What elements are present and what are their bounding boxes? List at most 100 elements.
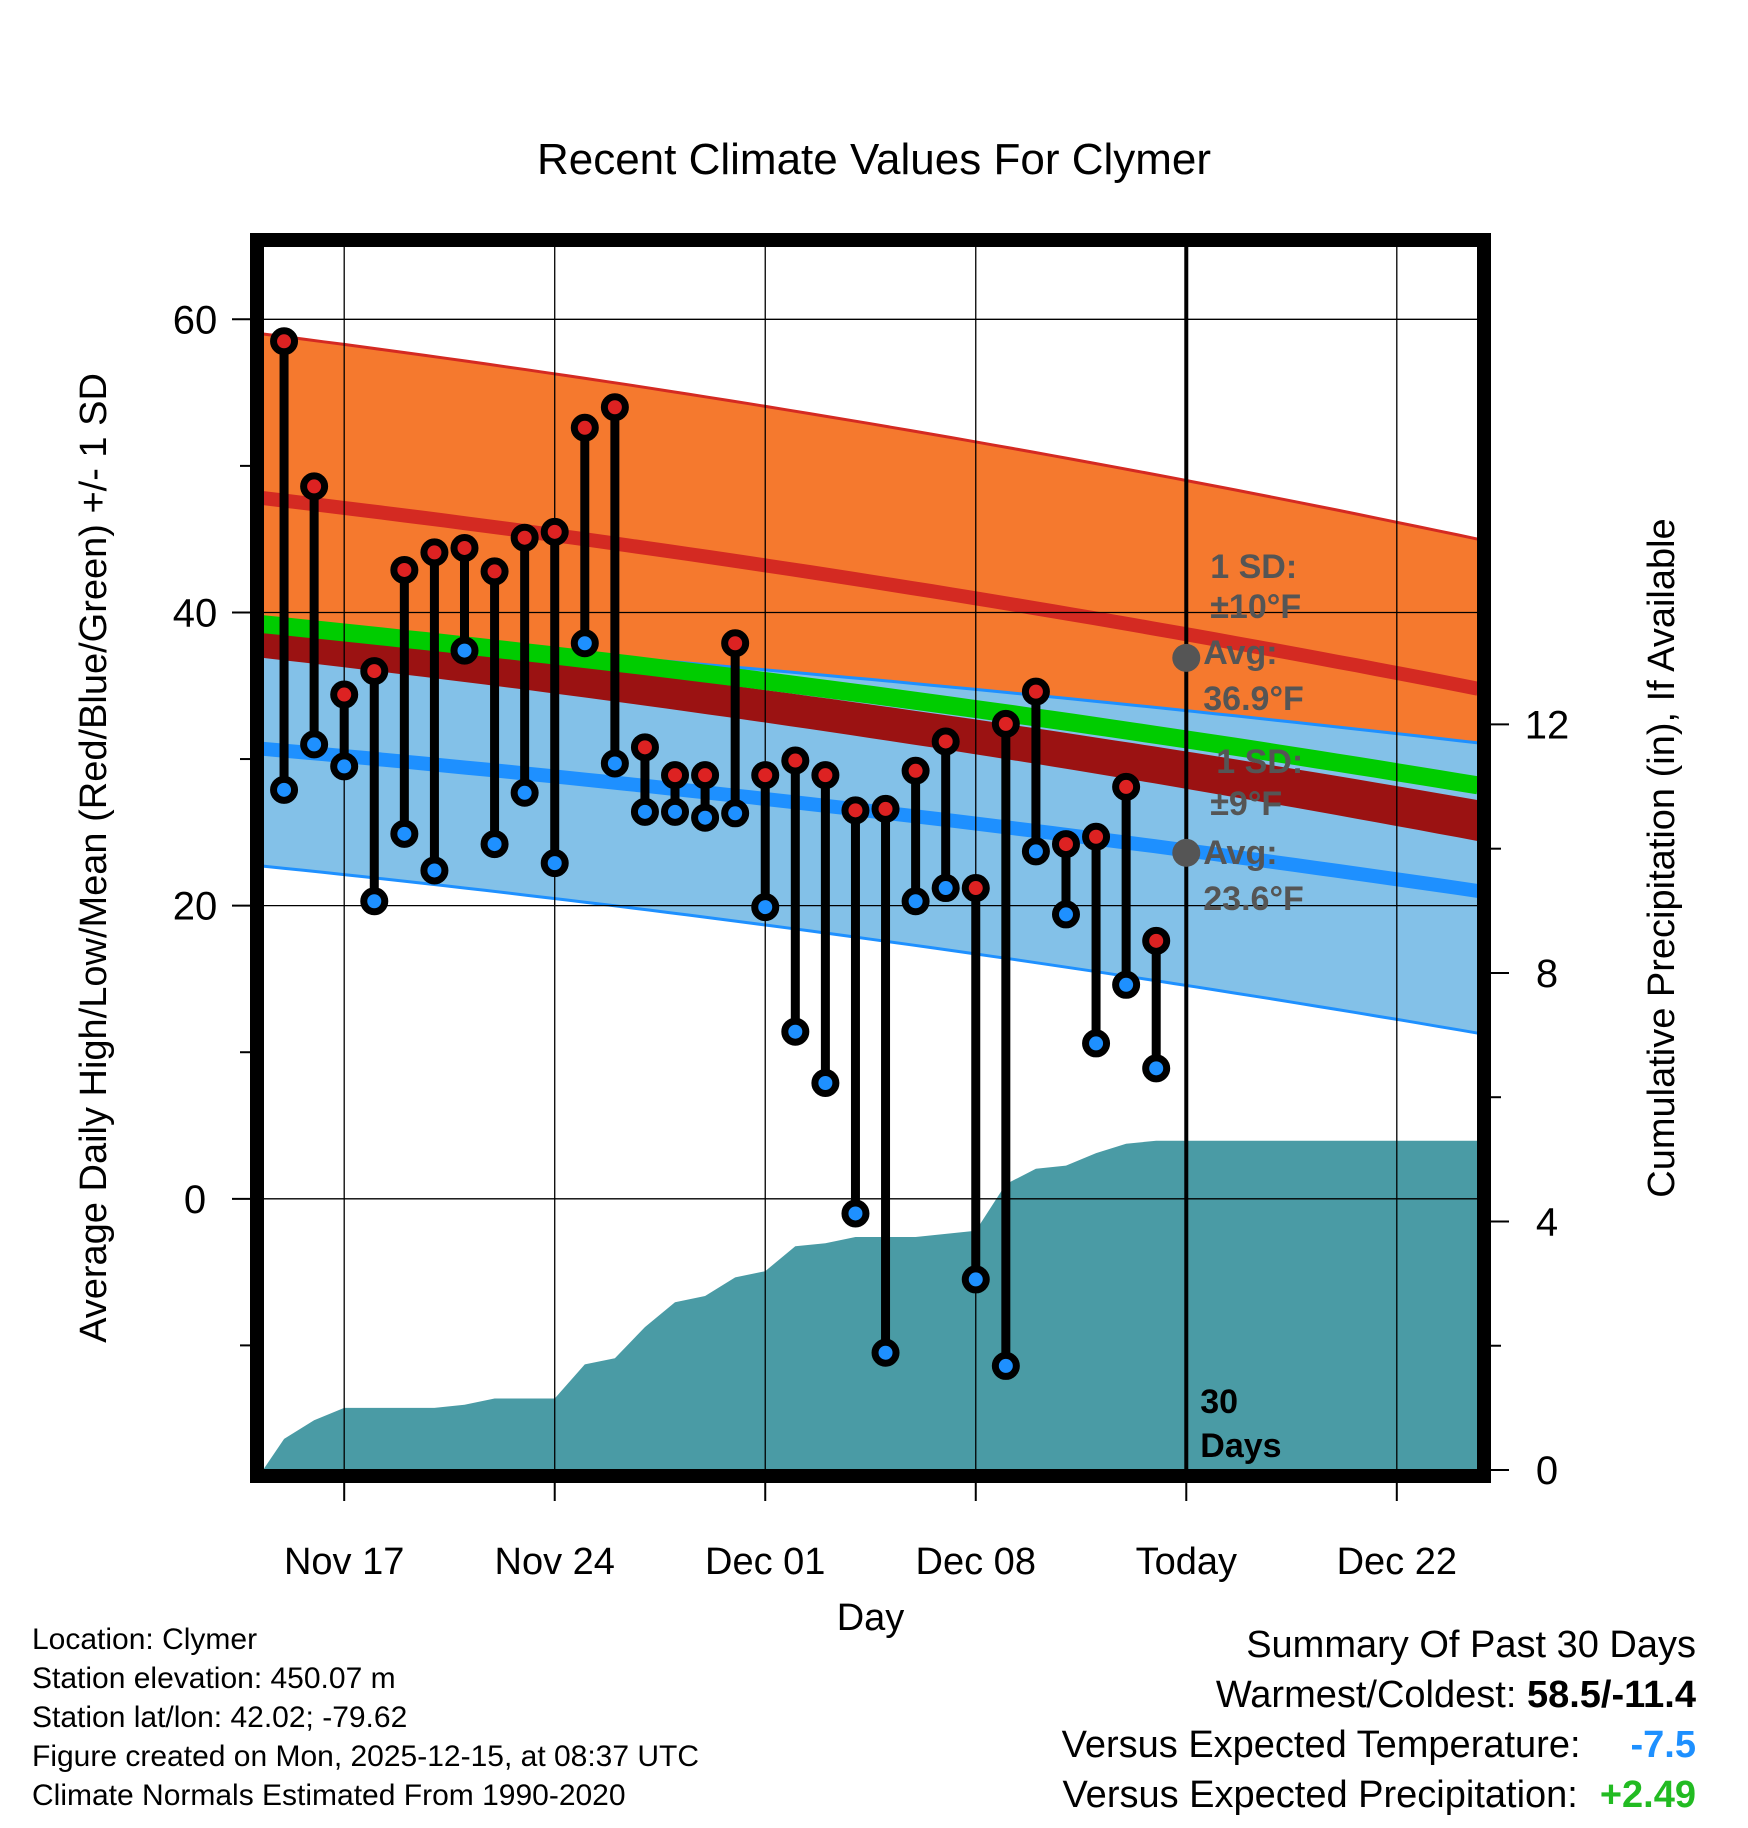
daily-high-point (691, 761, 720, 790)
station-metadata: Location: Clymer Station elevation: 450.… (32, 1620, 699, 1815)
daily-high-point (1051, 830, 1080, 859)
daily-low-point (420, 856, 449, 885)
latlon-text: Station lat/lon: 42.02; -79.62 (32, 1701, 408, 1734)
daily-high-point (901, 756, 930, 785)
summary-panel: Summary Of Past 30 Days Warmest/Coldest:… (1062, 1620, 1696, 1820)
low-normal-line (262, 741, 1480, 898)
daily-high-point (540, 517, 569, 546)
x-tick-label: Dec 22 (1337, 1541, 1457, 1583)
daily-low-point (991, 1351, 1020, 1380)
daily-low-point (961, 1265, 990, 1294)
daily-low-point (901, 887, 930, 916)
daily-low-point (450, 636, 479, 665)
warmest-coldest-label: Warmest/Coldest: (1215, 1674, 1517, 1716)
daily-low-point (630, 797, 659, 826)
low-avg-marker (1172, 838, 1201, 867)
high-normal-line (262, 491, 1480, 696)
daily-low-point (300, 730, 329, 759)
daily-high-point (450, 533, 479, 562)
y2-tick-label: 0 (1536, 1449, 1558, 1493)
precipitation-area (263, 1140, 1478, 1470)
daily-high-point (871, 794, 900, 823)
location-text: Location: Clymer (32, 1623, 258, 1656)
daily-low-point (1142, 1054, 1171, 1083)
daily-low-point (360, 887, 389, 916)
plot-frame (250, 233, 1491, 1483)
temp-label: Versus Expected Temperature: (1061, 1724, 1581, 1766)
low-lower-edge (262, 864, 1479, 1035)
daily-low-point (1021, 837, 1050, 866)
elevation-text: Station elevation: 450.07 m (32, 1662, 396, 1695)
daily-high-point (630, 733, 659, 762)
daily-high-point (1112, 772, 1141, 801)
daily-high-point (300, 472, 329, 501)
days-number: 30 (1200, 1383, 1238, 1421)
y-tick-label: 40 (173, 591, 218, 635)
daily-high-point (781, 746, 810, 775)
daily-high-point (510, 523, 539, 552)
precip-value: +2.49 (1599, 1774, 1696, 1816)
y2-tick-label: 8 (1536, 952, 1558, 996)
high-avg-marker (1172, 643, 1201, 672)
x-tick-label: Dec 01 (705, 1541, 825, 1583)
daily-high-point (931, 727, 960, 756)
daily-high-point (1021, 677, 1050, 706)
daily-low-point (510, 778, 539, 807)
daily-low-point (781, 1017, 810, 1046)
daily-low-point (540, 849, 569, 878)
y-tick-label: 60 (173, 298, 218, 342)
low-avg-label: Avg: (1203, 834, 1277, 872)
y2-tick-label: 12 (1525, 703, 1570, 747)
daily-low-point (661, 797, 690, 826)
daily-high-point (480, 557, 509, 586)
y2-tick-label: 4 (1536, 1200, 1558, 1244)
y-tick-label: 0 (184, 1178, 206, 1222)
summary-temperature: Versus Expected Temperature: -7.5 (1062, 1720, 1696, 1770)
low-avg-value: 23.6°F (1203, 880, 1304, 918)
high-sd-label: 1 SD: (1210, 548, 1297, 586)
daily-low-point (751, 893, 780, 922)
daily-low-point (1082, 1029, 1111, 1058)
daily-low-point (570, 629, 599, 658)
daily-high-point (661, 761, 690, 790)
daily-low-point (390, 819, 419, 848)
low-sd-label: 1 SD: (1216, 743, 1303, 781)
summary-warmest-coldest: Warmest/Coldest: 58.5/-11.4 (1062, 1670, 1696, 1720)
daily-high-point (570, 413, 599, 442)
daily-high-point (600, 393, 629, 422)
days-label: Days (1200, 1427, 1281, 1465)
high-avg-label: Avg: (1203, 634, 1277, 672)
daily-high-point (751, 761, 780, 790)
daily-high-point (390, 555, 419, 584)
temp-value: -7.5 (1630, 1724, 1696, 1766)
daily-high-point (270, 327, 299, 356)
daily-low-point (1051, 900, 1080, 929)
x-tick-label: Nov 24 (495, 1541, 615, 1583)
x-tick-label: Today (1136, 1541, 1237, 1583)
daily-high-point (721, 629, 750, 658)
mean-sd-band (263, 630, 1478, 842)
y-axis-title: Average Daily High/Low/Mean (Red/Blue/Gr… (73, 373, 115, 1343)
low-sd-value: ±9°F (1210, 785, 1282, 823)
daily-high-point (420, 538, 449, 567)
daily-high-point (330, 680, 359, 709)
daily-low-point (841, 1199, 870, 1228)
daily-low-point (691, 803, 720, 832)
precip-label: Versus Expected Precipitation: (1062, 1774, 1578, 1816)
daily-high-point (991, 709, 1020, 738)
x-axis-title: Day (837, 1597, 905, 1639)
chart-title: Recent Climate Values For Clymer (537, 135, 1211, 184)
daily-low-point (721, 799, 750, 828)
daily-high-point (360, 657, 389, 686)
x-tick-label: Dec 08 (916, 1541, 1036, 1583)
y2-axis-title: Cumulative Precipitation (in), If Availa… (1641, 518, 1683, 1197)
daily-high-point (1082, 822, 1111, 851)
summary-precipitation: Versus Expected Precipitation: +2.49 (1062, 1770, 1696, 1820)
daily-low-point (330, 752, 359, 781)
daily-high-point (1142, 926, 1171, 955)
x-tick-label: Nov 17 (284, 1541, 404, 1583)
daily-high-point (841, 796, 870, 825)
daily-low-point (600, 749, 629, 778)
daily-low-point (871, 1338, 900, 1367)
